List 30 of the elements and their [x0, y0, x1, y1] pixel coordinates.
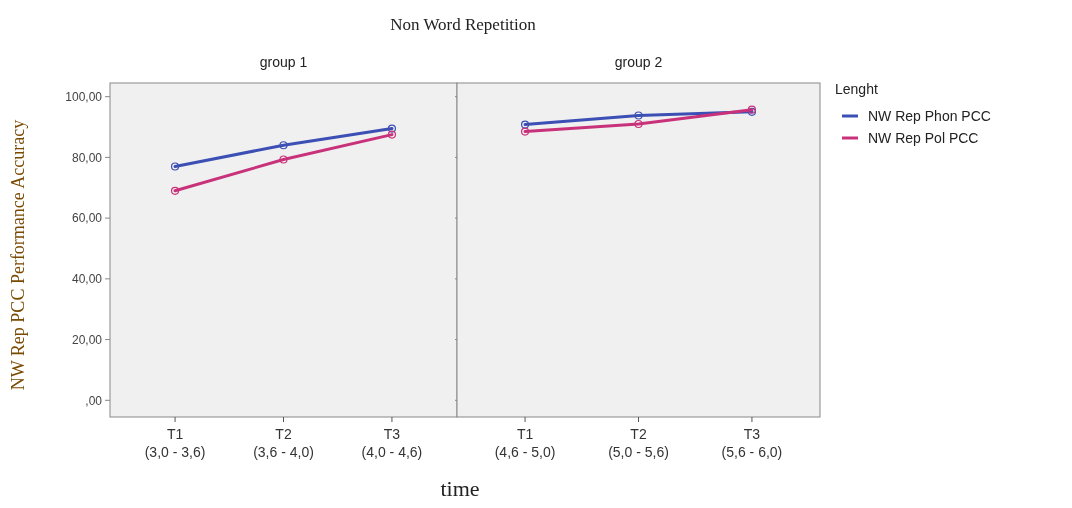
x-tick-label: T1 (4,6 - 5,0) — [494, 426, 556, 460]
legend-title: Lenght — [835, 81, 878, 97]
chart-title: Non Word Repetition — [390, 15, 537, 34]
x-tick-label: T3 (4,0 - 4,6) — [361, 426, 423, 460]
x-tick-label: T3 (5,6 - 6,0) — [721, 426, 783, 460]
y-tick-label: 20,00 — [71, 332, 103, 347]
legend-label: NW Rep Pol PCC — [868, 129, 979, 146]
point — [634, 119, 643, 129]
x-tick-label: T1 (3,0 - 3,6) — [144, 426, 206, 460]
x-tick-label: T2 (5,0 - 5,6) — [608, 426, 669, 460]
point — [634, 111, 643, 120]
point — [170, 162, 180, 171]
y-axis-title: NW Rep PCC Performance Accuracy — [8, 119, 28, 391]
legend-label: NW Rep Phon PCC — [868, 107, 991, 124]
point — [520, 127, 530, 136]
chart-subtitle: group 2 — [614, 54, 663, 70]
y-tick-label: 60,00 — [71, 211, 103, 226]
point — [387, 124, 397, 133]
point — [279, 141, 288, 150]
x-axis-title: time — [440, 476, 480, 501]
y-tick-label: ,00 — [85, 393, 103, 408]
point — [279, 155, 288, 164]
y-tick-label: 100,00 — [65, 89, 103, 104]
chart-subtitle: group 1 — [259, 54, 308, 70]
y-tick-label: 80,00 — [71, 150, 103, 165]
point — [520, 120, 530, 129]
point — [387, 130, 397, 139]
point — [170, 186, 180, 195]
x-tick-label: T2 (3,6 - 4,0) — [253, 426, 314, 460]
y-tick-label: 40,00 — [71, 272, 103, 287]
